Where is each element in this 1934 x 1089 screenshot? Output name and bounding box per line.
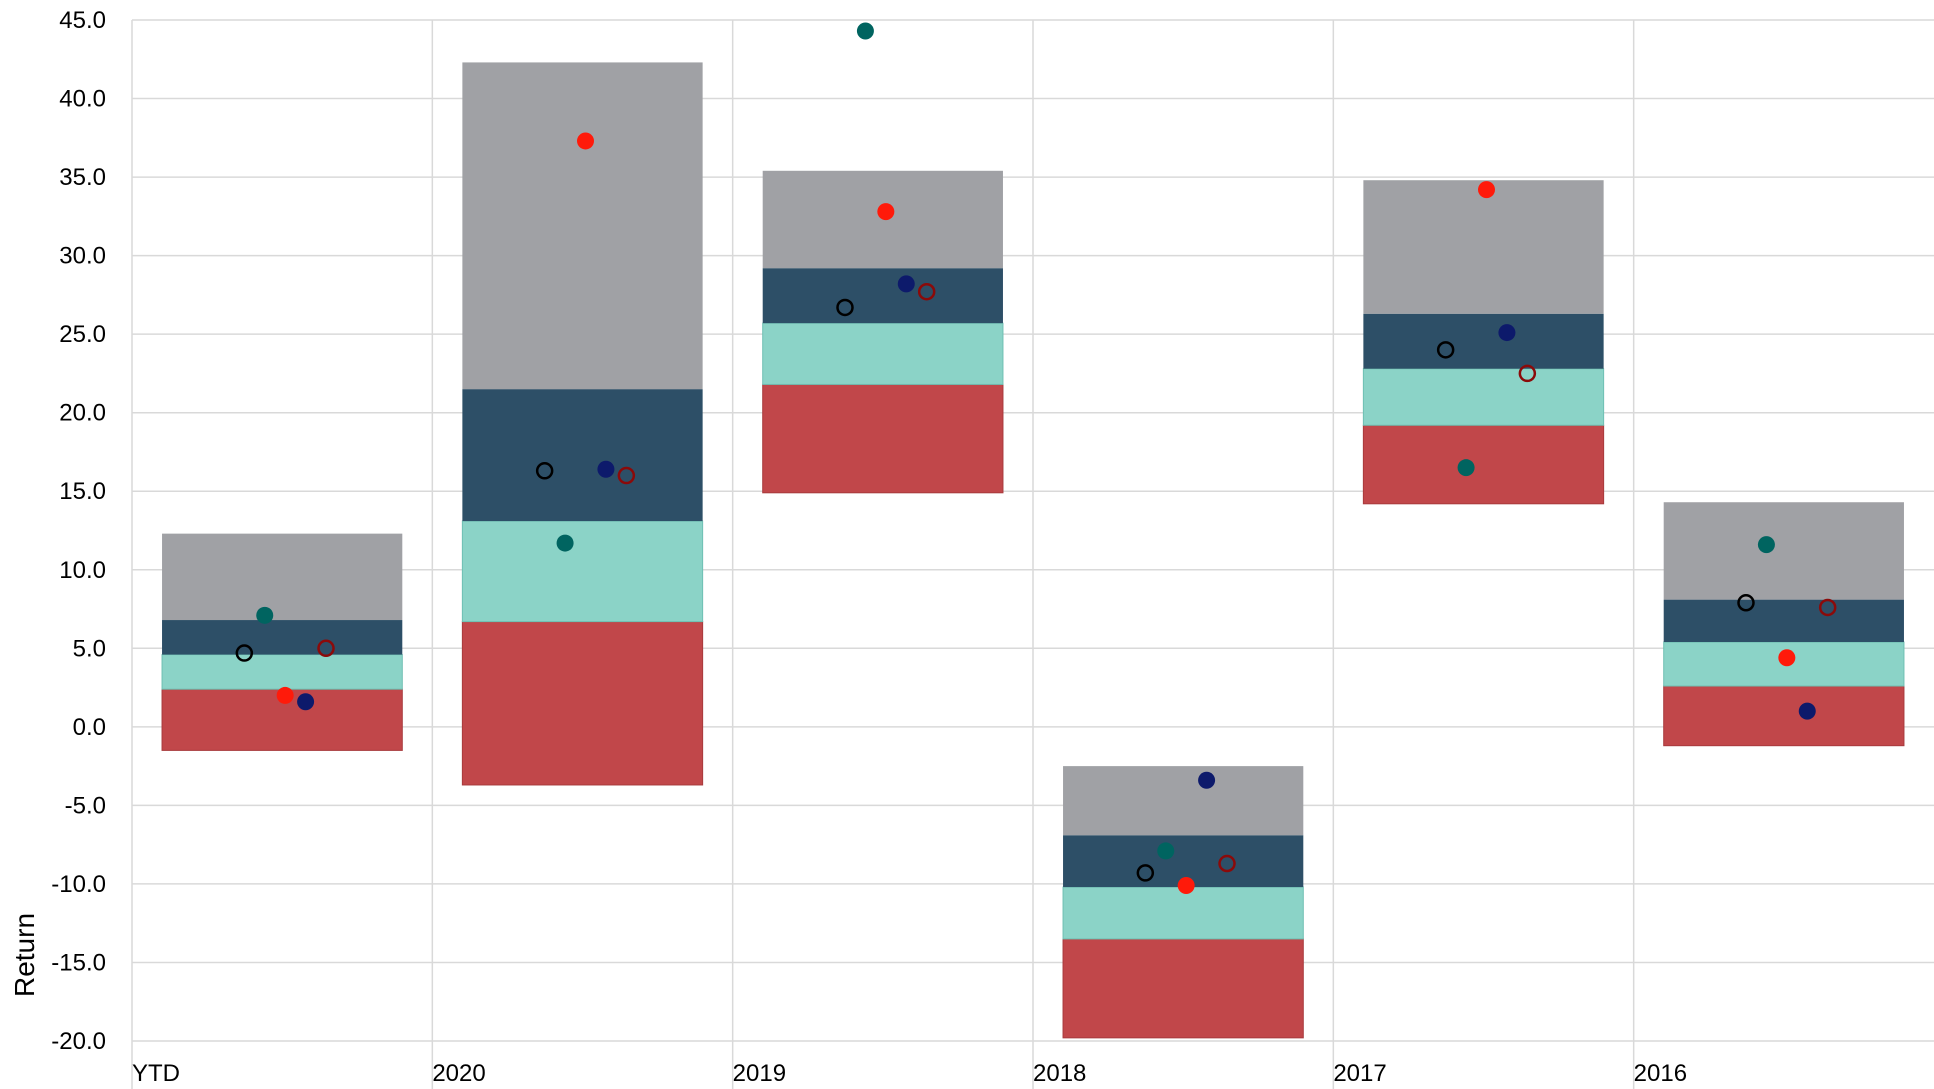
y-tick-label: 45.0 (59, 7, 106, 34)
bars (161, 62, 1905, 1039)
marker (856, 22, 874, 40)
bar-segment (161, 654, 403, 690)
y-tick-label: 15.0 (59, 478, 106, 505)
bar-segment (1363, 180, 1604, 314)
marker (556, 534, 574, 552)
x-tick-label: 2020 (432, 1060, 485, 1087)
marker (597, 460, 615, 478)
marker (235, 644, 254, 662)
bar-segment (762, 383, 1004, 494)
bar-segment (1663, 599, 1904, 643)
marker (917, 282, 936, 301)
x-tick-label: 2017 (1333, 1060, 1386, 1087)
marker (836, 298, 854, 317)
marker (897, 275, 915, 293)
bar-segment (1663, 502, 1904, 600)
bar-segment (162, 533, 403, 621)
marker (1518, 364, 1537, 383)
marker (317, 639, 335, 658)
bar-segment (162, 620, 403, 655)
y-tick-label: 10.0 (59, 557, 106, 584)
bar-segment (1363, 313, 1604, 369)
y-tick-label: 25.0 (59, 321, 106, 348)
bar-segment (1362, 368, 1605, 426)
x-tick-label: 2016 (1634, 1060, 1687, 1087)
bar-segment (1663, 685, 1905, 747)
marker (1757, 536, 1775, 554)
y-tick-label: -5.0 (65, 792, 106, 819)
y-tick-label: -15.0 (51, 949, 106, 976)
marker (1498, 324, 1516, 342)
y-tick-label: 35.0 (59, 164, 106, 191)
bar-segment (762, 268, 1003, 324)
grid: 45.0 40.0 35.0 30.0 25.0 20.0 15.0 10.0 5.0 0.0 -5… (51, 7, 1934, 1089)
bar-segment (462, 62, 703, 390)
y-tick-label: 20.0 (59, 400, 106, 427)
marker (1177, 876, 1195, 894)
bar-segment (461, 621, 704, 786)
bar-segment (462, 389, 703, 522)
marker (297, 693, 315, 711)
bar-segment (762, 322, 1004, 385)
y-tick-label: -20.0 (51, 1028, 106, 1055)
marker (535, 462, 554, 480)
x-tick-label: 2018 (1033, 1060, 1086, 1087)
marker (577, 132, 595, 150)
bar-segment (1062, 886, 1304, 940)
marker (1157, 842, 1175, 860)
y-tick-label: -10.0 (51, 871, 106, 898)
marker (276, 686, 294, 704)
marker (1218, 854, 1236, 873)
marker (1457, 459, 1475, 477)
bar-segment (1063, 766, 1304, 836)
marker (1198, 771, 1216, 789)
marker (617, 466, 636, 485)
marker (1478, 181, 1496, 199)
bar-segment (1062, 938, 1304, 1039)
y-tick-label: 30.0 (59, 243, 106, 270)
y-tick-label: 0.0 (73, 714, 106, 741)
y-tick-label: 40.0 (59, 86, 106, 113)
marker (1798, 702, 1816, 720)
marker (1436, 341, 1455, 359)
markers (235, 22, 1837, 894)
y-axis-label: Return (9, 913, 40, 997)
bar-segment (461, 520, 704, 623)
y-tick-label: 5.0 (73, 635, 106, 662)
bar-segment (1362, 424, 1605, 505)
marker (1737, 594, 1755, 612)
marker (1818, 598, 1837, 617)
x-tick-label: 2019 (733, 1060, 786, 1087)
marker (1136, 864, 1155, 882)
marker (1778, 649, 1796, 667)
marker (877, 203, 895, 221)
x-tick-label: YTD (132, 1060, 180, 1087)
marker (256, 606, 274, 624)
